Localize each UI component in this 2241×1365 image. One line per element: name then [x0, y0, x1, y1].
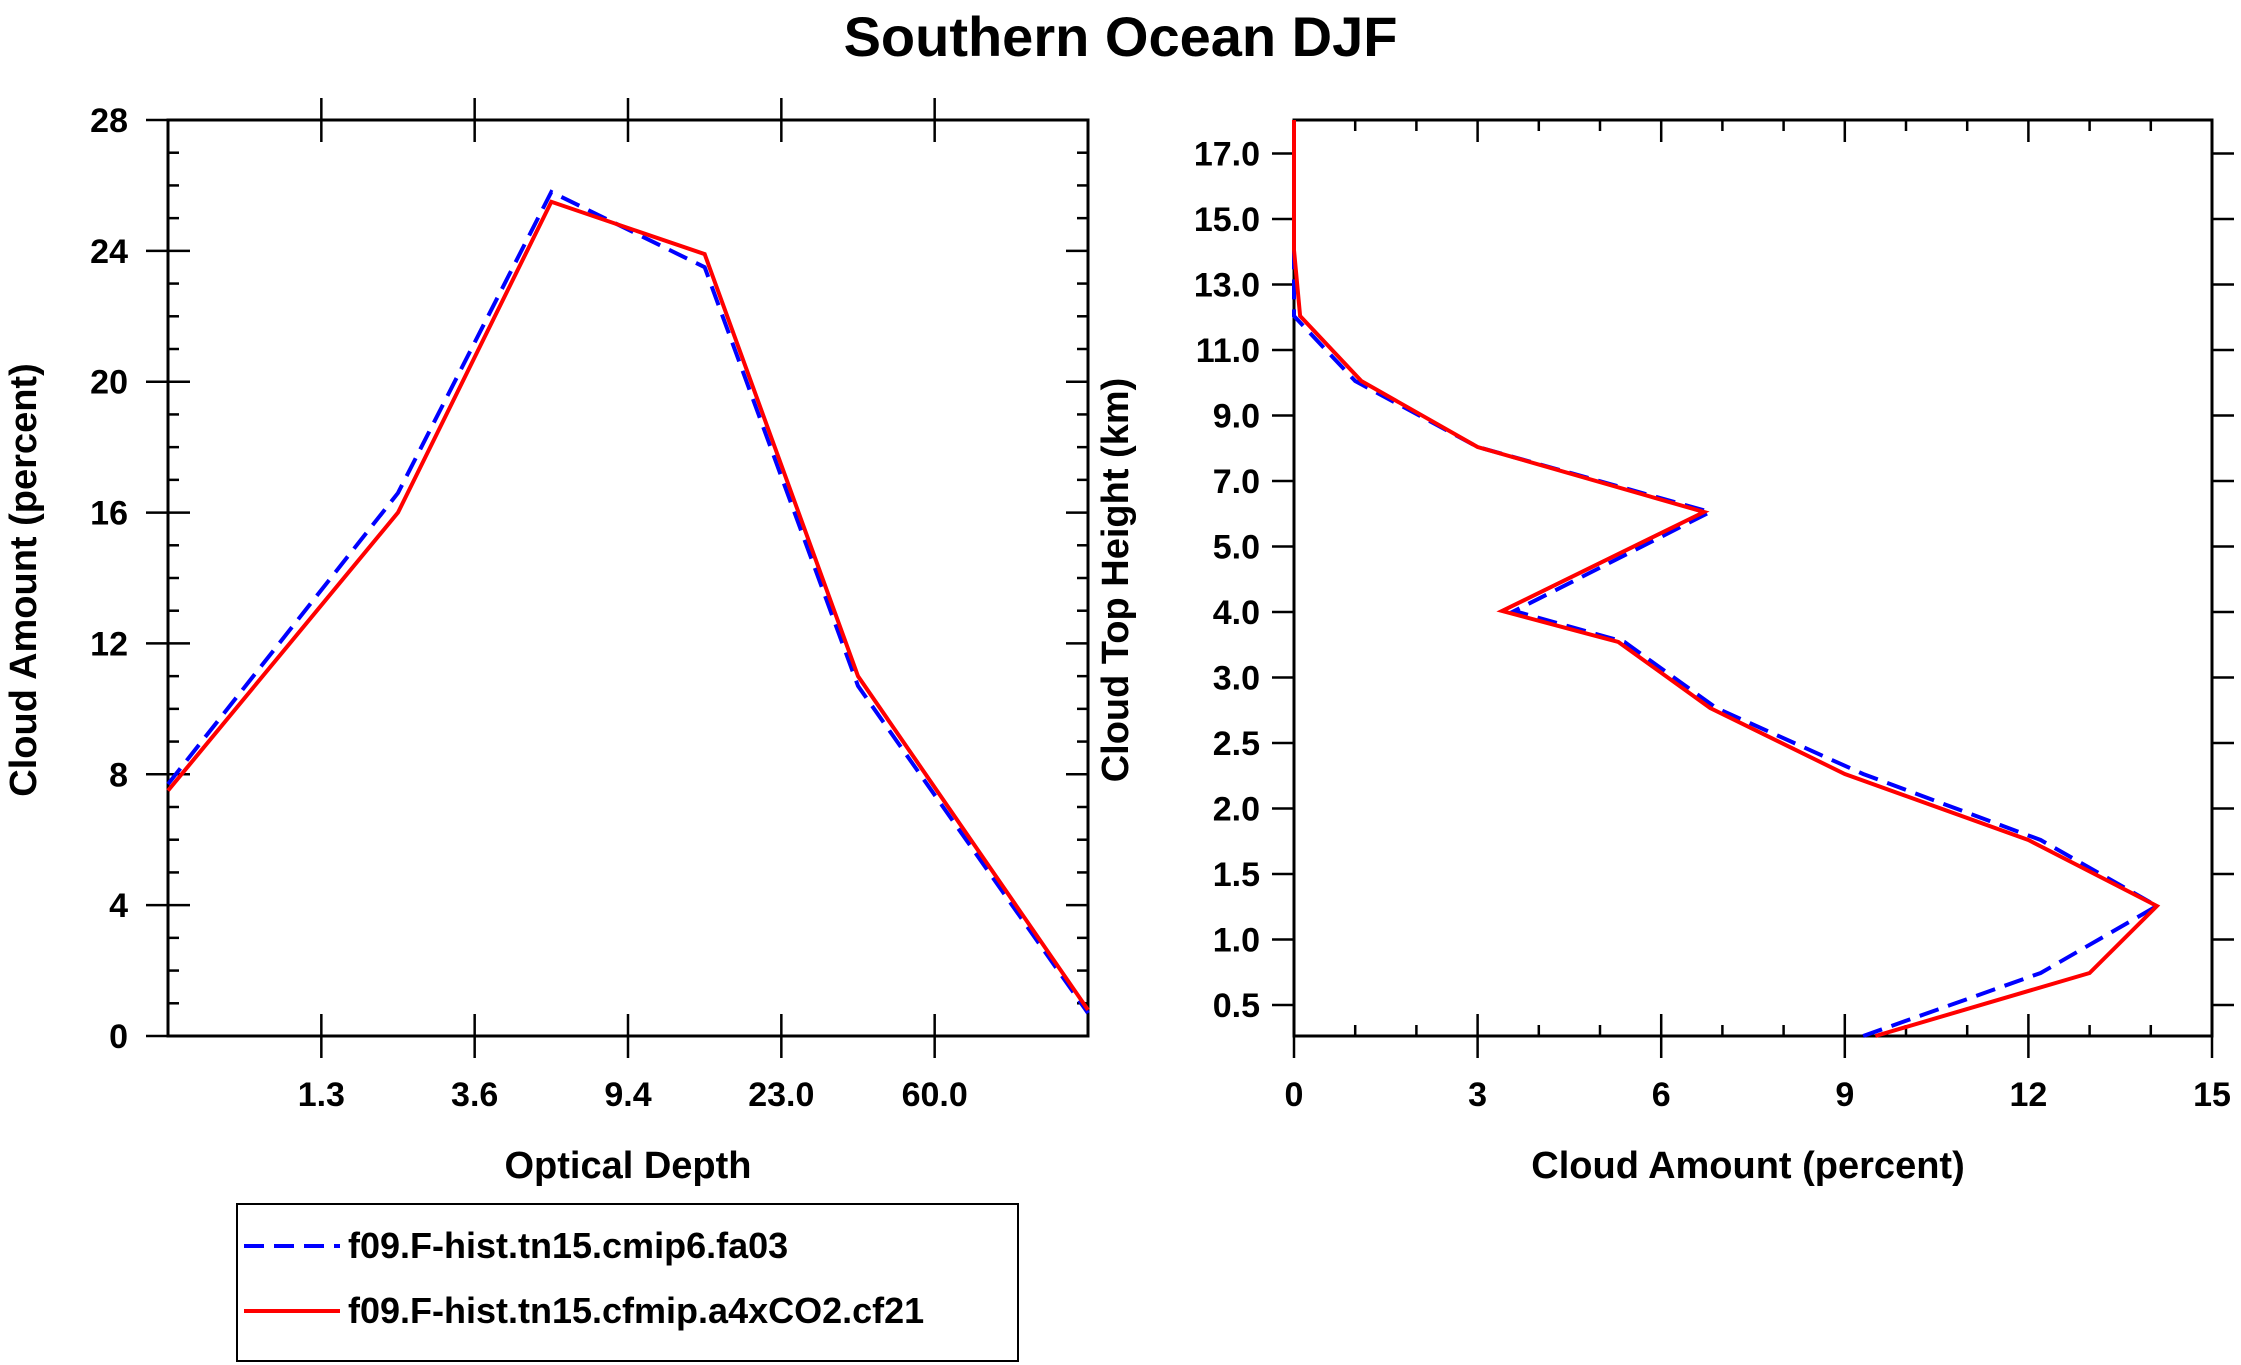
right-x-tick-label: 6 — [1652, 1076, 1671, 1114]
right-y-tick-label: 13.0 — [1194, 267, 1260, 305]
left-y-tick-label: 28 — [90, 102, 128, 140]
left-y-tick-label: 4 — [109, 887, 128, 925]
left-y-axis-title: Cloud Amount (percent) — [3, 363, 45, 796]
left-x-tick-label: 3.6 — [451, 1076, 498, 1114]
right-y-tick-label: 4.0 — [1213, 594, 1260, 632]
right-x-tick-label: 0 — [1285, 1076, 1304, 1114]
right-y-tick-label: 2.5 — [1213, 725, 1260, 763]
right-y-tick-label: 5.0 — [1213, 529, 1260, 567]
right-x-tick-label: 12 — [2009, 1076, 2047, 1114]
left-x-tick-label: 1.3 — [298, 1076, 345, 1114]
right-x-tick-label: 3 — [1468, 1076, 1487, 1114]
right-plot-frame — [1292, 118, 2214, 1038]
left-y-tick-label: 16 — [90, 495, 128, 533]
left-y-tick-label: 24 — [90, 233, 128, 271]
right-x-tick-label: 9 — [1835, 1076, 1854, 1114]
left-y-tick-label: 0 — [109, 1018, 128, 1056]
right-x-axis-title: Cloud Amount (percent) — [1531, 1145, 1964, 1187]
left-x-tick-label: 9.4 — [604, 1076, 651, 1114]
right-y-tick-label: 9.0 — [1213, 398, 1260, 436]
left-y-tick-label: 8 — [109, 756, 128, 794]
left-plot-frame — [166, 118, 1090, 1038]
right-y-tick-label: 17.0 — [1194, 136, 1260, 174]
left-y-tick-label: 20 — [90, 364, 128, 402]
left-series-line-fa03 — [166, 189, 1090, 1015]
left-series-line-cf21 — [166, 199, 1090, 1011]
left-x-tick-label: 23.0 — [748, 1076, 814, 1114]
right-y-tick-label: 11.0 — [1196, 332, 1260, 370]
left-y-tick-label: 12 — [90, 625, 128, 663]
legend-label-series-2: f09.F-hist.tn15.cfmip.a4xCO2.cf21 — [348, 1290, 924, 1331]
left-x-tick-label: 60.0 — [902, 1076, 968, 1114]
left-panel-optical-depth: 0 4 8 12 16 20 24 28 1.3 3.6 9.4 23.0 60.0 Optical De… — [3, 98, 1090, 1187]
right-y-tick-label: 2.0 — [1213, 791, 1260, 829]
legend-label-series-1: f09.F-hist.tn15.cmip6.fa03 — [348, 1225, 788, 1266]
right-y-tick-label: 1.0 — [1213, 922, 1260, 960]
right-x-tick-label: 15 — [2193, 1076, 2231, 1114]
right-y-tick-label: 7.0 — [1213, 463, 1260, 501]
legend-box — [236, 1203, 1019, 1362]
page-title: Southern Ocean DJF — [843, 5, 1398, 68]
right-series-line-cf21 — [1292, 120, 2161, 1038]
right-y-axis-title: Cloud Top Height (km) — [1095, 378, 1137, 783]
right-y-tick-label: 1.5 — [1213, 856, 1260, 894]
right-y-tick-label: 15.0 — [1194, 201, 1260, 239]
right-series-line-fa03 — [1292, 120, 2161, 1038]
right-y-tick-label: 0.5 — [1213, 987, 1260, 1025]
legend: f09.F-hist.tn15.cmip6.fa03 f09.F-hist.tn… — [236, 1203, 1019, 1362]
right-panel-cloud-top-height: 0.5 1.0 1.5 2.0 2.5 3.0 4.0 5.0 7.0 9.0 11.0 13.0 15… — [1095, 118, 2234, 1187]
right-y-tick-label: 3.0 — [1213, 660, 1260, 698]
left-x-axis-title: Optical Depth — [504, 1145, 751, 1187]
